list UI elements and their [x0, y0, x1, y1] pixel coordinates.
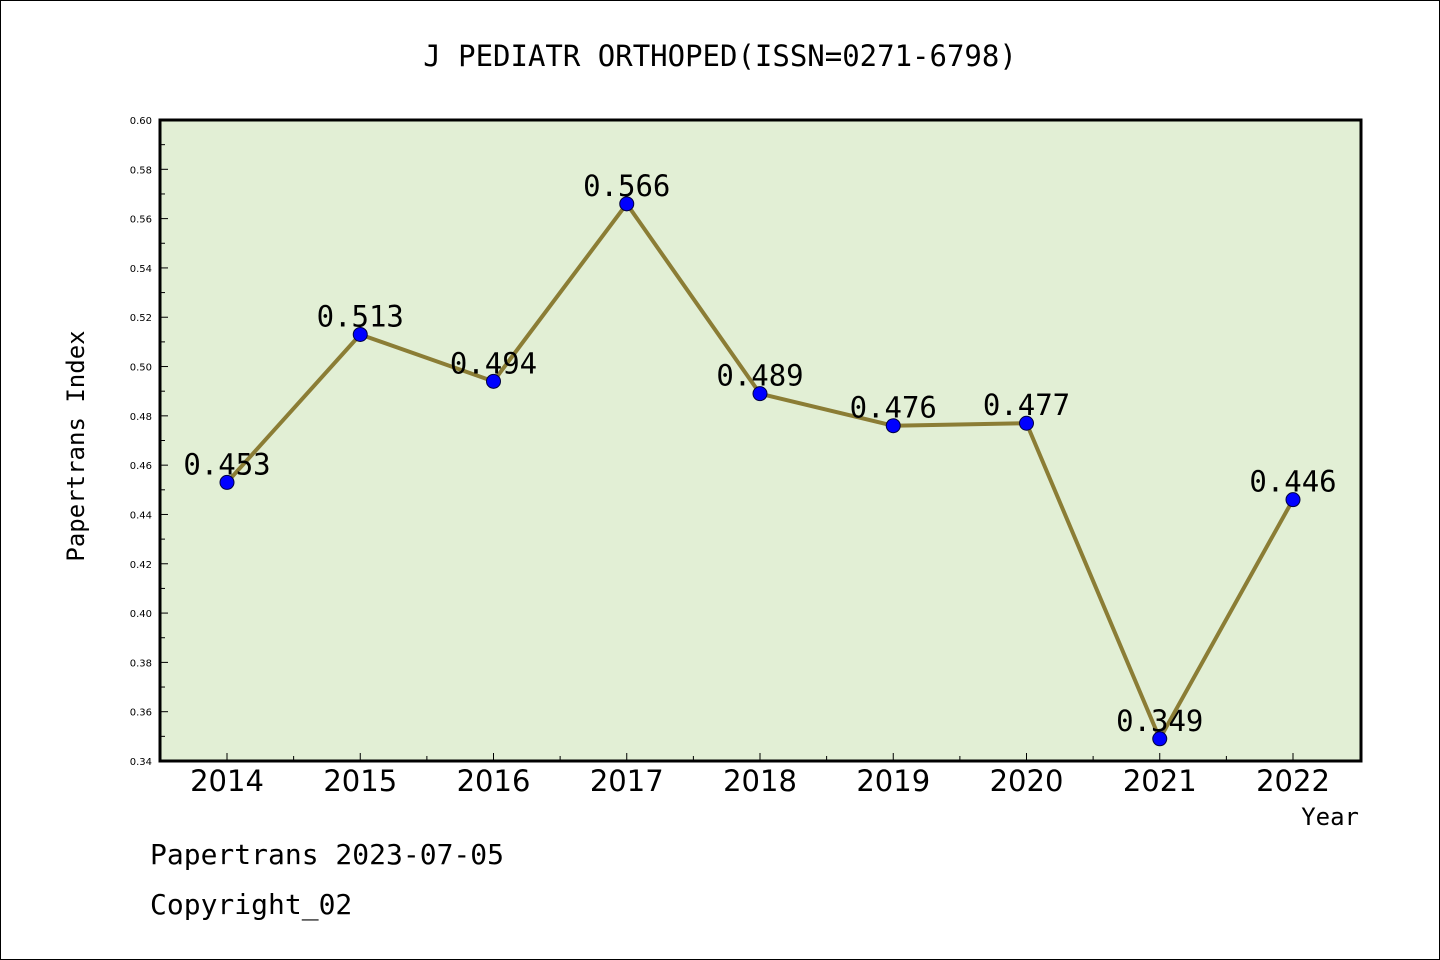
y-tick-label: 0.46 [130, 461, 152, 472]
data-label: 0.349 [1116, 704, 1203, 738]
data-point [619, 196, 635, 212]
data-label: 0.513 [317, 299, 404, 333]
y-tick-label: 0.42 [130, 560, 152, 571]
x-tick-label: 2022 [1256, 764, 1330, 798]
chart-title: J PEDIATR ORTHOPED(ISSN=0271-6798) [423, 39, 1017, 73]
y-axis-label: Papertrans Index [62, 330, 90, 561]
x-tick-label: 2020 [990, 764, 1064, 798]
y-tick-label: 0.36 [130, 708, 152, 719]
data-label: 0.477 [983, 388, 1070, 422]
data-point [486, 373, 501, 389]
x-tick-label: 2021 [1123, 764, 1197, 798]
x-tick-label: 2018 [723, 764, 797, 798]
data-point [1019, 415, 1034, 431]
data-point [885, 418, 901, 434]
data-label: 0.446 [1249, 465, 1336, 499]
data-point [1285, 492, 1301, 508]
data-label: 0.566 [583, 169, 670, 203]
y-tick-label: 0.40 [130, 609, 152, 620]
y-tick-label: 0.60 [130, 116, 152, 127]
x-tick-label: 2017 [590, 764, 664, 798]
data-labels-group: 0.453 0.513 0.494 0.566 0.489 0.476 0.477 0.349… [183, 169, 1336, 738]
data-label: 0.476 [850, 391, 937, 425]
footer-copyright: Copyright_02 [150, 888, 352, 922]
x-axis-label: Year [1301, 803, 1359, 831]
y-tick-label: 0.38 [130, 658, 152, 669]
data-point [352, 326, 368, 342]
y-tick-label: 0.48 [130, 412, 152, 423]
data-label: 0.489 [716, 359, 803, 393]
y-tick-label: 0.58 [130, 165, 152, 176]
plot-area [158, 118, 1363, 763]
y-tick-label: 0.54 [130, 264, 152, 275]
x-tick-label: 2016 [457, 764, 531, 798]
y-tick-label: 0.50 [130, 363, 152, 374]
data-point [1152, 731, 1168, 747]
data-point [752, 386, 768, 402]
footer-date: Papertrans 2023-07-05 [150, 838, 504, 871]
series-line-group [219, 196, 1301, 747]
data-point [219, 474, 235, 490]
y-tick-label: 0.56 [130, 215, 152, 226]
y-axis: 0.34 0.36 0.38 0.40 0.42 0.44 0.46 0.48 0.50 0.52… [130, 116, 168, 768]
x-tick-label: 2019 [856, 764, 930, 798]
x-axis: 2014 2015 2016 2017 2018 2019 2020 2021 2022 [190, 753, 1330, 798]
y-tick-label: 0.52 [130, 313, 152, 324]
data-label: 0.453 [183, 447, 270, 481]
x-tick-label: 2014 [190, 764, 264, 798]
data-label: 0.494 [450, 346, 537, 380]
x-tick-label: 2015 [323, 764, 397, 798]
y-tick-label: 0.34 [130, 757, 152, 768]
y-tick-label: 0.44 [130, 510, 152, 521]
